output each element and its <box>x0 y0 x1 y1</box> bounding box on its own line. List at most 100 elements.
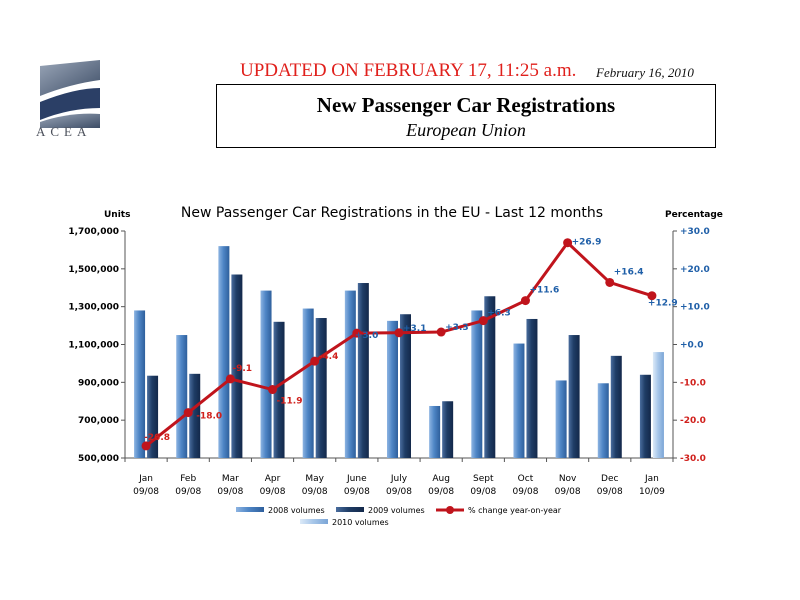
legend-label: 2009 volumes <box>368 506 425 515</box>
x-tick-label-period: 09/08 <box>260 487 286 497</box>
y-tick-label: 1,100,000 <box>68 341 119 351</box>
legend-swatch <box>336 507 364 512</box>
bar-2008 <box>302 308 314 458</box>
page-title: New Passenger Car Registrations <box>316 93 616 117</box>
x-tick-label-period: 09/08 <box>344 487 370 497</box>
bar-2009 <box>273 321 285 458</box>
x-tick-label-period: 09/08 <box>597 487 623 497</box>
legend-swatch <box>300 519 328 524</box>
x-tick-label-period: 09/08 <box>386 487 412 497</box>
line-data-label: -9.1 <box>232 364 252 374</box>
line-data-label: +16.4 <box>614 267 644 277</box>
bar-2009 <box>484 296 496 458</box>
line-data-label: +3.3 <box>445 323 468 333</box>
x-tick-label-period: 09/08 <box>217 487 243 497</box>
bar-2009 <box>400 314 411 458</box>
line-point <box>478 316 488 326</box>
x-tick-label-month: Apr <box>265 474 281 484</box>
line-point <box>563 238 573 248</box>
y-tick-label: 1,500,000 <box>68 265 119 275</box>
logo-text: ACEA <box>36 124 92 139</box>
bar-2009 <box>231 274 243 458</box>
legend-label: 2010 volumes <box>332 518 389 527</box>
x-tick-label-month: May <box>305 474 324 484</box>
bar-2009 <box>610 355 622 458</box>
x-tick-label-period: 09/08 <box>512 487 538 497</box>
x-tick-label-month: Sept <box>473 474 494 484</box>
legend-swatch-marker <box>446 506 454 514</box>
bar-2009 <box>315 318 327 458</box>
y2-tick-label: +20.0 <box>680 265 710 275</box>
y-tick-label: 500,000 <box>78 454 119 464</box>
x-tick-label-month: Nov <box>559 474 577 484</box>
line-data-label: +6.3 <box>487 309 510 319</box>
bar-2008 <box>555 380 567 458</box>
bar-2008 <box>429 405 441 458</box>
y-tick-label: 1,300,000 <box>68 303 119 313</box>
line-data-label: +26.9 <box>572 238 602 248</box>
bar-2008 <box>597 383 609 458</box>
line-point <box>352 328 362 338</box>
x-tick-label-month: Aug <box>432 474 450 484</box>
x-tick-label-period: 09/08 <box>302 487 328 497</box>
bar-2008 <box>134 310 146 458</box>
bar-2009 <box>526 318 538 458</box>
y2-axis-title: Percentage <box>665 210 723 220</box>
legend-swatch <box>236 507 264 512</box>
x-tick-label-month: Jan <box>644 474 659 484</box>
line-point <box>394 328 404 338</box>
acea-logo <box>40 60 100 128</box>
x-tick-label-period: 09/08 <box>428 487 454 497</box>
line-point <box>605 277 615 287</box>
line-point <box>268 385 278 395</box>
line-point <box>183 408 193 418</box>
x-tick-label-month: July <box>390 474 408 484</box>
bar-2008 <box>260 290 272 458</box>
line-data-label: -11.9 <box>277 397 303 407</box>
bar-2008 <box>344 290 356 458</box>
line-data-label: -18.0 <box>196 412 222 422</box>
line-point <box>310 356 320 366</box>
x-tick-label-month: Dec <box>601 474 618 484</box>
bar-2009 <box>568 335 580 458</box>
bar-2009 <box>639 374 651 458</box>
bar-2009 <box>189 373 201 458</box>
x-tick-label-period: 09/08 <box>555 487 581 497</box>
x-tick-label-period: 09/08 <box>133 487 159 497</box>
line-data-label: -4.4 <box>319 352 339 362</box>
y2-tick-label: +10.0 <box>680 303 710 313</box>
report-date: February 16, 2010 <box>596 65 694 80</box>
bar-2008 <box>176 335 188 458</box>
line-point <box>647 291 657 301</box>
updated-notice: UPDATED ON FEBRUARY 17, 11:25 a.m. <box>240 60 577 81</box>
line-data-label: +11.6 <box>529 286 559 296</box>
x-tick-label-month: Feb <box>180 474 196 484</box>
y2-tick-label: +30.0 <box>680 227 710 237</box>
bar-2009 <box>357 283 369 458</box>
y-tick-label: 900,000 <box>78 378 119 388</box>
bar-2010 <box>652 352 664 458</box>
x-tick-label-period: 09/08 <box>470 487 496 497</box>
page-subtitle: European Union <box>406 120 526 140</box>
x-tick-label-period: 09/08 <box>175 487 201 497</box>
line-data-label: +3.1 <box>403 324 426 334</box>
y2-tick-label: -20.0 <box>680 416 706 426</box>
line-data-label: +3.0 <box>355 331 378 341</box>
y-tick-label: 700,000 <box>78 416 119 426</box>
y-axis-title: Units <box>104 210 130 220</box>
line-data-label: +12.9 <box>648 299 678 309</box>
legend-label: 2008 volumes <box>268 506 325 515</box>
line-point <box>225 374 235 384</box>
title-box: New Passenger Car Registrations European… <box>216 84 716 148</box>
line-point <box>520 296 530 306</box>
bar-2009 <box>442 401 454 458</box>
y2-tick-label: -30.0 <box>680 454 706 464</box>
legend-label: % change year-on-year <box>468 506 562 515</box>
y2-tick-label: -10.0 <box>680 378 706 388</box>
bar-2009 <box>147 375 159 458</box>
line-point <box>141 441 151 451</box>
bar-2008 <box>218 246 230 458</box>
line-point <box>436 327 446 337</box>
bar-2008 <box>471 310 483 458</box>
